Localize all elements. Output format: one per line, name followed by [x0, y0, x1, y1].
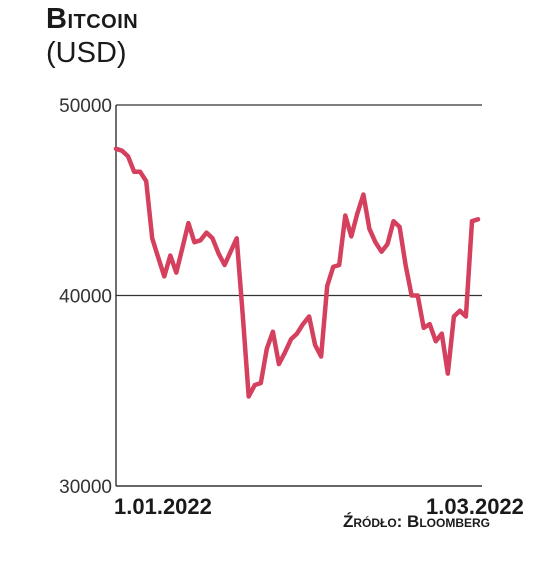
y-tick-label-50000: 50000	[59, 96, 112, 117]
x-tick-label-1.01.2022: 1.01.2022	[114, 494, 212, 519]
y-tick-label-40000: 40000	[59, 287, 112, 308]
series-layer	[113, 146, 481, 399]
chart-subtitle: (USD)	[46, 37, 127, 69]
grid-layer	[116, 104, 482, 297]
x-tick-label-1.03.2022: 1.03.2022	[426, 494, 524, 519]
bitcoin-price-line	[113, 146, 481, 399]
chart-title: Bitcoin	[46, 3, 139, 35]
source-note: Źródło: Bloomberg	[342, 512, 490, 531]
axis-layer	[115, 105, 482, 487]
y-tick-label-30000: 30000	[59, 477, 112, 498]
